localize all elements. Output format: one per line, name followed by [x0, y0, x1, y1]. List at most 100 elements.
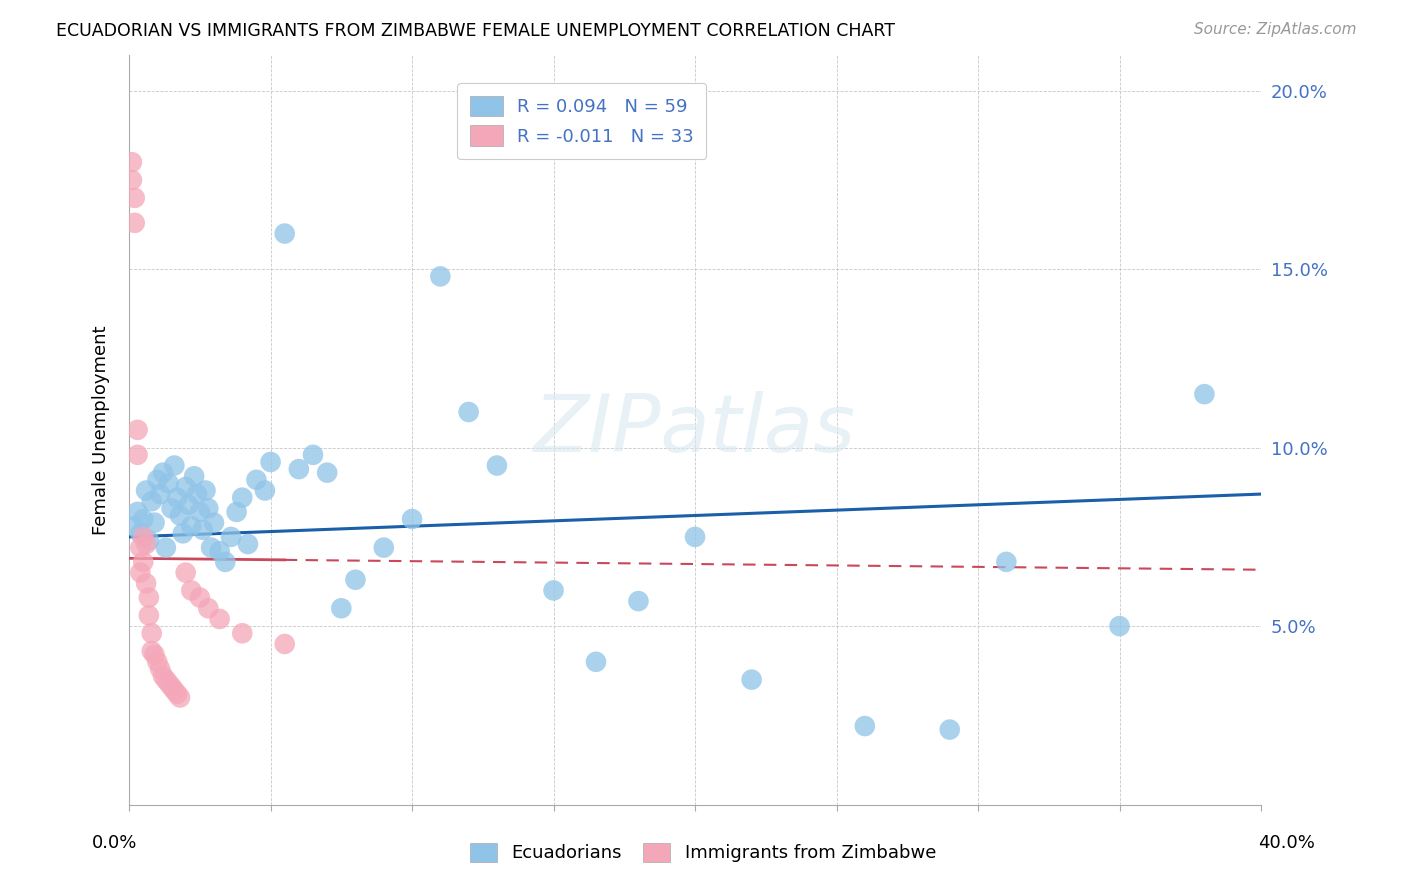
Point [127, 448, 149, 462]
Point [197, 601, 219, 615]
Point [152, 669, 174, 683]
Point [180, 519, 202, 533]
Point [138, 608, 160, 623]
Point [149, 487, 172, 501]
Point [585, 655, 607, 669]
Point [138, 533, 160, 548]
Point [127, 423, 149, 437]
Point [155, 541, 177, 555]
Point [124, 216, 146, 230]
Point [135, 483, 157, 498]
Point [683, 530, 706, 544]
Point [172, 526, 194, 541]
Y-axis label: Female Unemployment: Female Unemployment [93, 325, 110, 534]
Text: 0.0%: 0.0% [91, 834, 136, 852]
Point [938, 723, 960, 737]
Point [457, 405, 479, 419]
Text: 40.0%: 40.0% [1258, 834, 1315, 852]
Point [177, 498, 200, 512]
Point [995, 555, 1018, 569]
Point [124, 519, 146, 533]
Legend: Ecuadorians, Immigrants from Zimbabwe: Ecuadorians, Immigrants from Zimbabwe [463, 836, 943, 870]
Point [208, 612, 231, 626]
Point [236, 537, 259, 551]
Point [129, 526, 152, 541]
Point [180, 583, 202, 598]
Point [1194, 387, 1216, 401]
Point [174, 480, 197, 494]
Point [1108, 619, 1130, 633]
Point [141, 644, 163, 658]
Legend: R = 0.094   N = 59, R = -0.011   N = 33: R = 0.094 N = 59, R = -0.011 N = 33 [457, 83, 706, 159]
Point [186, 487, 208, 501]
Point [288, 462, 311, 476]
Point [274, 227, 297, 241]
Point [143, 516, 166, 530]
Point [188, 591, 211, 605]
Point [543, 583, 565, 598]
Point [202, 516, 225, 530]
Point [219, 530, 242, 544]
Point [121, 155, 143, 169]
Point [135, 537, 157, 551]
Point [127, 505, 149, 519]
Point [197, 501, 219, 516]
Point [146, 655, 169, 669]
Point [401, 512, 423, 526]
Point [188, 505, 211, 519]
Point [132, 530, 155, 544]
Point [274, 637, 297, 651]
Point [200, 541, 222, 555]
Point [166, 491, 188, 505]
Text: ZIPatlas: ZIPatlas [534, 391, 856, 469]
Point [429, 269, 451, 284]
Point [149, 662, 172, 676]
Point [169, 508, 191, 523]
Point [160, 501, 183, 516]
Point [485, 458, 508, 473]
Point [231, 491, 253, 505]
Point [627, 594, 650, 608]
Point [253, 483, 276, 498]
Text: ECUADORIAN VS IMMIGRANTS FROM ZIMBABWE FEMALE UNEMPLOYMENT CORRELATION CHART: ECUADORIAN VS IMMIGRANTS FROM ZIMBABWE F… [56, 22, 896, 40]
Point [143, 648, 166, 662]
Point [191, 523, 214, 537]
Point [124, 191, 146, 205]
Point [146, 473, 169, 487]
Point [163, 683, 186, 698]
Point [183, 469, 205, 483]
Point [152, 466, 174, 480]
Point [138, 591, 160, 605]
Point [163, 458, 186, 473]
Point [129, 566, 152, 580]
Point [302, 448, 325, 462]
Point [132, 512, 155, 526]
Point [741, 673, 763, 687]
Point [316, 466, 339, 480]
Point [259, 455, 281, 469]
Point [245, 473, 267, 487]
Point [141, 626, 163, 640]
Point [174, 566, 197, 580]
Point [141, 494, 163, 508]
Point [373, 541, 395, 555]
Text: Source: ZipAtlas.com: Source: ZipAtlas.com [1194, 22, 1357, 37]
Point [169, 690, 191, 705]
Point [157, 476, 180, 491]
Point [231, 626, 253, 640]
Point [129, 541, 152, 555]
Point [208, 544, 231, 558]
Point [157, 676, 180, 690]
Point [225, 505, 247, 519]
Point [214, 555, 236, 569]
Point [194, 483, 217, 498]
Point [330, 601, 353, 615]
Point [132, 555, 155, 569]
Point [166, 687, 188, 701]
Point [853, 719, 876, 733]
Point [344, 573, 367, 587]
Point [121, 173, 143, 187]
Point [160, 680, 183, 694]
Point [155, 673, 177, 687]
Point [135, 576, 157, 591]
